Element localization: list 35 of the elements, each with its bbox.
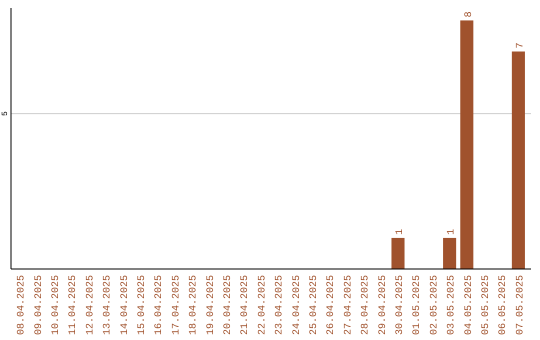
x-tick-label: 12.04.2025 (85, 275, 96, 336)
data-label: 8 (464, 11, 475, 18)
x-tick-label: 20.04.2025 (223, 275, 234, 336)
x-tick-label: 02.05.2025 (429, 275, 440, 336)
x-tick-label: 30.04.2025 (395, 275, 406, 336)
x-tick-label: 03.05.2025 (446, 275, 458, 336)
x-tick-label: 05.05.2025 (481, 275, 492, 336)
x-tick-label: 23.04.2025 (274, 275, 286, 336)
x-tick-label: 26.04.2025 (326, 275, 338, 336)
x-tick-label: 28.04.2025 (360, 275, 372, 336)
x-tick-label: 15.04.2025 (137, 275, 148, 336)
x-tick-label: 24.04.2025 (292, 275, 303, 336)
x-tick-label: 10.04.2025 (51, 275, 62, 336)
x-tick-label: 17.04.2025 (171, 275, 182, 336)
x-tick-label: 14.04.2025 (120, 275, 131, 336)
x-tick-label: 16.04.2025 (154, 275, 166, 336)
x-tick-label: 01.05.2025 (412, 275, 424, 336)
x-tick-label: 27.04.2025 (343, 275, 354, 336)
data-label: 7 (515, 42, 526, 48)
data-label: 1 (395, 228, 406, 235)
x-tick-label: 13.04.2025 (102, 275, 114, 336)
x-tick-label: 21.04.2025 (240, 275, 252, 336)
x-tick-label: 11.04.2025 (68, 275, 80, 336)
x-tick-label: 06.05.2025 (498, 275, 510, 336)
x-tick-label: 07.05.2025 (515, 275, 526, 336)
x-tick-label: 09.04.2025 (34, 275, 45, 336)
x-tick-label: 22.04.2025 (257, 275, 268, 336)
x-tick-label: 25.04.2025 (309, 275, 320, 336)
x-tick-label: 18.04.2025 (188, 275, 200, 336)
ref-line-label: 5 (1, 111, 10, 116)
x-tick-label: 29.04.2025 (378, 275, 389, 336)
data-label: 1 (446, 228, 458, 235)
x-tick-label: 04.05.2025 (464, 275, 475, 336)
x-tick-label: 19.04.2025 (206, 275, 217, 336)
x-tick-label: 08.04.2025 (16, 275, 28, 336)
